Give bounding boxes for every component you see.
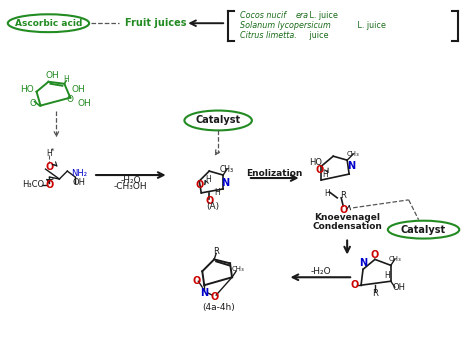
Text: O: O bbox=[46, 180, 54, 190]
Text: Citrus limetta.: Citrus limetta. bbox=[240, 31, 297, 39]
Text: H: H bbox=[46, 149, 52, 158]
Text: HO: HO bbox=[309, 157, 322, 167]
Text: OH: OH bbox=[392, 283, 405, 292]
Text: N: N bbox=[347, 161, 355, 171]
Text: O: O bbox=[205, 196, 213, 206]
Text: -H₂O: -H₂O bbox=[120, 176, 141, 185]
Text: H: H bbox=[214, 188, 220, 197]
Text: NH₂: NH₂ bbox=[71, 169, 87, 178]
Text: Solanum lycopersicum: Solanum lycopersicum bbox=[240, 21, 331, 30]
Text: CH₃: CH₃ bbox=[346, 151, 359, 157]
Text: -H₂O: -H₂O bbox=[311, 267, 332, 276]
Text: (A): (A) bbox=[207, 202, 220, 211]
Text: O: O bbox=[210, 292, 219, 302]
Text: H: H bbox=[322, 169, 328, 178]
Ellipse shape bbox=[184, 110, 252, 130]
Text: CH₃: CH₃ bbox=[388, 256, 401, 262]
Text: O: O bbox=[371, 251, 379, 260]
Text: R: R bbox=[340, 191, 346, 201]
Text: CH₃: CH₃ bbox=[232, 266, 245, 272]
Text: N: N bbox=[359, 258, 367, 268]
Text: H: H bbox=[205, 174, 211, 184]
Text: (4a-4h): (4a-4h) bbox=[202, 303, 235, 312]
Text: Fruit juices: Fruit juices bbox=[125, 18, 186, 28]
Text: Catalyst: Catalyst bbox=[196, 115, 241, 126]
Text: O: O bbox=[46, 162, 54, 172]
Text: R: R bbox=[372, 289, 378, 298]
Text: CH₃: CH₃ bbox=[220, 165, 234, 174]
Text: *: * bbox=[51, 148, 54, 154]
Text: O: O bbox=[339, 205, 347, 215]
Text: Ascorbic acid: Ascorbic acid bbox=[15, 19, 82, 28]
Text: O: O bbox=[29, 99, 36, 108]
Text: O: O bbox=[351, 280, 359, 290]
Text: OH: OH bbox=[46, 71, 59, 80]
Text: Cocos nucif: Cocos nucif bbox=[240, 11, 286, 20]
Text: juice: juice bbox=[308, 31, 329, 39]
Ellipse shape bbox=[388, 221, 459, 239]
Text: O: O bbox=[195, 180, 203, 190]
Text: Enolization: Enolization bbox=[246, 169, 303, 178]
Text: H: H bbox=[384, 271, 390, 280]
Text: R: R bbox=[213, 247, 219, 256]
Ellipse shape bbox=[8, 14, 89, 32]
Text: H: H bbox=[324, 189, 330, 198]
Text: HO: HO bbox=[20, 85, 34, 94]
Text: H: H bbox=[64, 75, 69, 84]
Text: O: O bbox=[67, 95, 74, 104]
Text: Knoevenagel: Knoevenagel bbox=[314, 213, 380, 222]
Text: OH: OH bbox=[77, 99, 91, 108]
Text: L. juice: L. juice bbox=[355, 21, 386, 30]
Text: era: era bbox=[296, 11, 309, 20]
Text: OH: OH bbox=[73, 178, 86, 188]
Text: H₃CO: H₃CO bbox=[22, 181, 45, 189]
Text: O: O bbox=[315, 165, 323, 175]
Text: L. juice: L. juice bbox=[308, 11, 338, 20]
Text: Catalyst: Catalyst bbox=[401, 225, 446, 235]
Text: OH: OH bbox=[72, 85, 85, 94]
Text: -CH₃OH: -CH₃OH bbox=[114, 182, 147, 191]
Text: Condensation: Condensation bbox=[312, 222, 382, 231]
Text: N: N bbox=[221, 178, 229, 188]
Text: N: N bbox=[200, 288, 208, 298]
Text: O: O bbox=[192, 276, 201, 286]
